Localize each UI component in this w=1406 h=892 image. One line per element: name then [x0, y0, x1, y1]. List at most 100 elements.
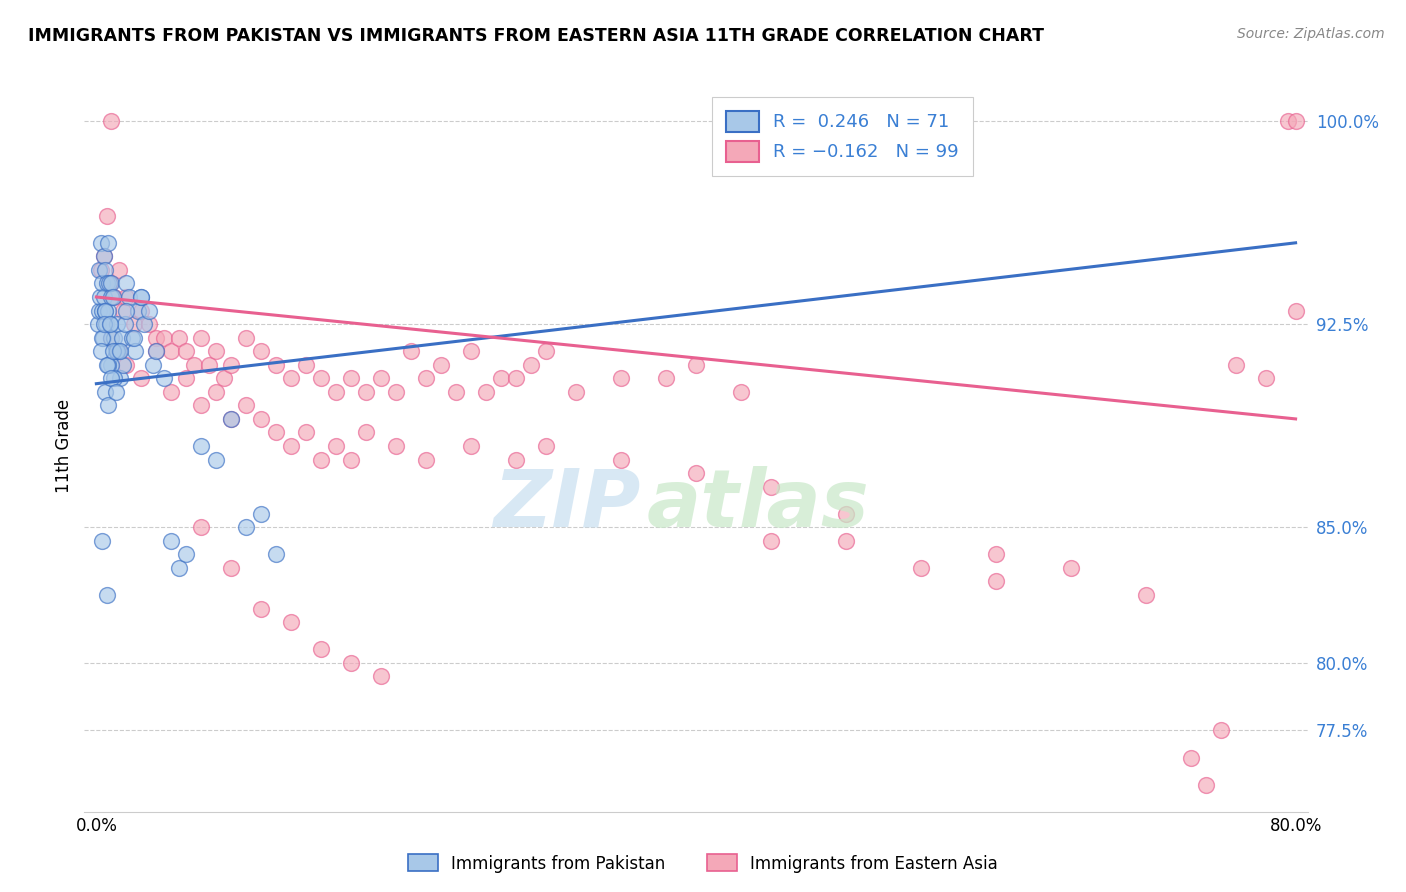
Point [142, 358, 165, 372]
Point [100, 290, 122, 304]
Point [122, 331, 145, 345]
Point [108, 263, 131, 277]
Point [93, 249, 115, 263]
Point [1284, 303, 1306, 318]
Point [174, 344, 197, 359]
Point [93, 290, 115, 304]
Point [309, 452, 332, 467]
Point [97, 303, 120, 318]
Point [219, 358, 242, 372]
Point [280, 615, 302, 629]
Point [167, 331, 190, 345]
Point [759, 533, 782, 548]
Point [145, 344, 167, 359]
Point [340, 656, 363, 670]
Point [250, 344, 273, 359]
Point [264, 547, 287, 561]
Point [100, 277, 122, 291]
Point [325, 384, 347, 399]
Point [103, 290, 125, 304]
Point [114, 317, 136, 331]
Point [131, 290, 153, 304]
Point [190, 398, 212, 412]
Point [534, 439, 557, 453]
Point [197, 358, 219, 372]
Point [190, 331, 212, 345]
Point [835, 533, 858, 548]
Point [98, 317, 121, 331]
Text: Source: ZipAtlas.com: Source: ZipAtlas.com [1237, 27, 1385, 41]
Point [153, 331, 176, 345]
Point [91, 303, 114, 318]
Point [131, 303, 153, 318]
Point [264, 358, 287, 372]
Point [153, 371, 176, 385]
Point [103, 331, 125, 345]
Point [534, 344, 557, 359]
Point [91, 331, 114, 345]
Point [475, 384, 498, 399]
Point [340, 371, 363, 385]
Point [93, 263, 115, 277]
Point [97, 398, 120, 412]
Point [131, 371, 153, 385]
Point [111, 331, 134, 345]
Point [105, 317, 128, 331]
Point [100, 358, 122, 372]
Point [96, 588, 118, 602]
Point [94, 317, 117, 331]
Point [354, 384, 377, 399]
Point [174, 371, 197, 385]
Point [138, 317, 160, 331]
Point [385, 439, 408, 453]
Point [340, 452, 363, 467]
Point [90, 235, 112, 250]
Point [1209, 723, 1232, 738]
Point [309, 371, 332, 385]
Point [124, 344, 146, 359]
Point [370, 669, 392, 683]
Point [101, 344, 124, 359]
Point [98, 277, 121, 291]
Point [1284, 114, 1306, 128]
Point [505, 452, 527, 467]
Point [110, 344, 132, 359]
Point [93, 249, 115, 263]
Point [174, 547, 197, 561]
Point [101, 290, 124, 304]
Point [1195, 778, 1218, 792]
Point [134, 317, 156, 331]
Point [250, 601, 273, 615]
Point [205, 452, 228, 467]
Text: atlas: atlas [647, 466, 870, 543]
Point [415, 371, 437, 385]
Point [385, 384, 408, 399]
Point [90, 344, 112, 359]
Point [160, 344, 183, 359]
Point [280, 371, 302, 385]
Point [91, 331, 114, 345]
Point [295, 425, 318, 440]
Point [96, 209, 118, 223]
Point [235, 520, 257, 534]
Point [89, 290, 111, 304]
Point [97, 235, 120, 250]
Point [1277, 114, 1299, 128]
Point [94, 303, 117, 318]
Point [910, 561, 932, 575]
Point [190, 520, 212, 534]
Point [115, 303, 138, 318]
Point [759, 480, 782, 494]
Point [205, 344, 228, 359]
Point [295, 358, 318, 372]
Point [115, 358, 138, 372]
Point [145, 344, 167, 359]
Point [984, 547, 1007, 561]
Point [90, 263, 112, 277]
Point [100, 331, 122, 345]
Point [610, 452, 633, 467]
Point [94, 303, 117, 318]
Point [505, 371, 527, 385]
Point [108, 344, 131, 359]
Point [354, 425, 377, 440]
